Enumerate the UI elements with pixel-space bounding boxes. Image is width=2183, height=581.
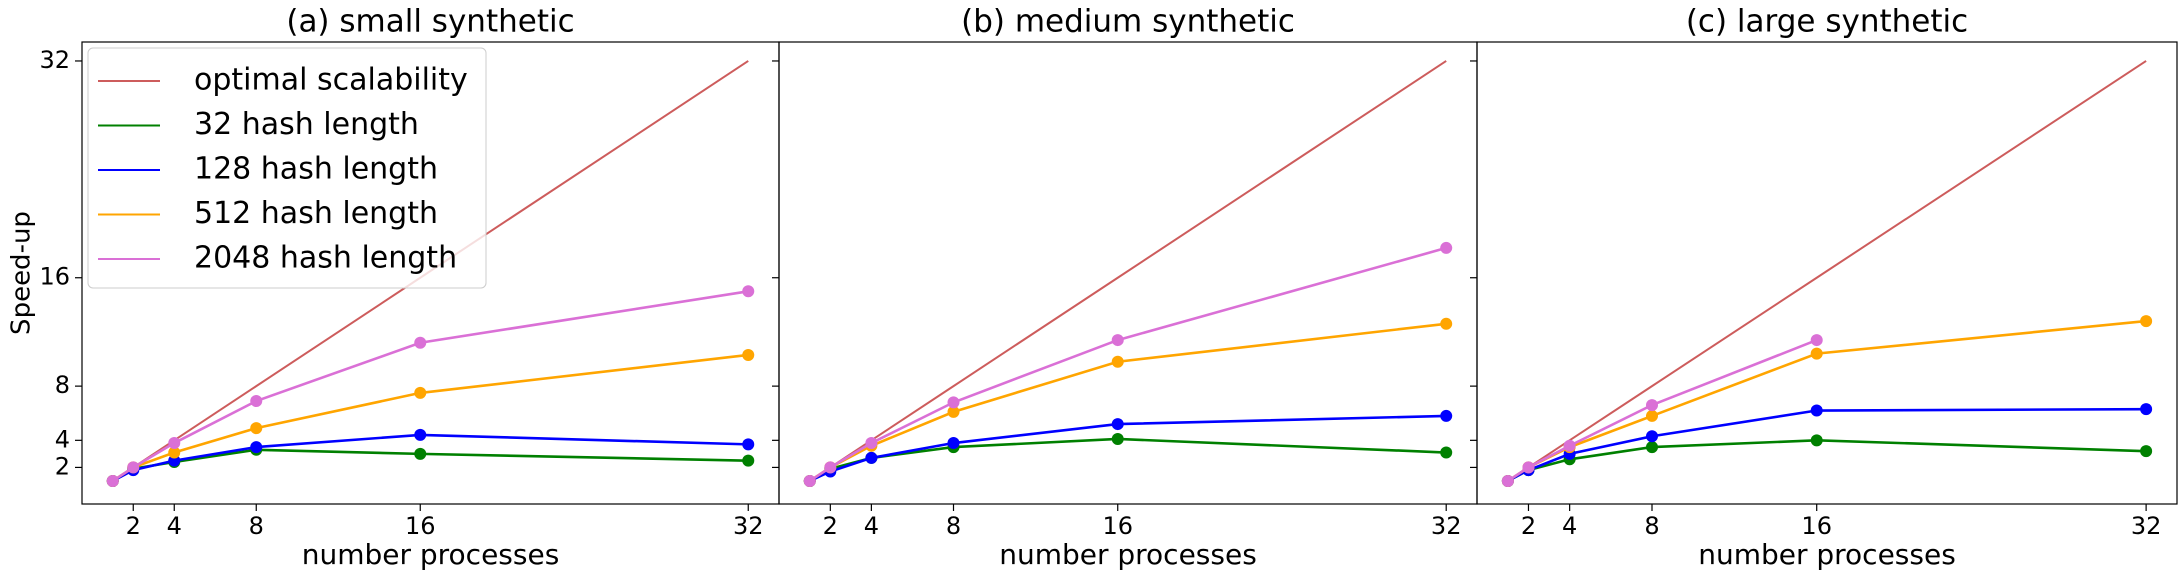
point [1111,432,1124,445]
point [1810,404,1823,417]
series-line [1507,60,2147,482]
point [742,348,755,361]
point [414,447,427,460]
x-tick-label: 2 [823,512,838,540]
point [824,461,837,474]
x-tick-label: 32 [1431,512,1462,540]
series-line [1507,407,2147,483]
x-tick-label: 8 [946,512,961,540]
point [1810,334,1823,347]
series-line [809,437,1447,483]
point [1646,409,1658,422]
series-line [809,246,1447,483]
chart-title: (c) large synthetic [1686,4,1968,40]
point [168,437,181,450]
point [1646,441,1658,454]
point [865,451,878,464]
y-axis-label: Speed-up [7,211,37,335]
y-tick-label: 2 [55,452,70,480]
point [1563,439,1576,452]
point [168,446,181,459]
point [250,395,263,408]
x-tick-label: 4 [1562,512,1577,540]
point [250,441,263,454]
point [947,437,960,450]
series-line [112,290,749,483]
x-tick-label: 32 [733,512,764,540]
x-tick-label: 16 [1102,512,1133,540]
point [414,386,427,399]
point [1440,317,1453,330]
point [1501,474,1514,487]
point [1810,347,1823,360]
point [2140,445,2153,458]
chart-title: (b) medium synthetic [961,4,1295,40]
point [414,428,427,441]
point [1440,241,1453,254]
point [865,437,878,450]
point [1810,434,1823,447]
y-tick-label: 32 [39,46,70,74]
point [250,422,263,435]
point [2140,403,2153,416]
legend-label: 32 hash length [194,107,419,142]
chart-title: (a) small synthetic [286,4,574,40]
y-tick-label: 4 [55,425,70,453]
plot-frame [778,41,1478,505]
point [1440,446,1453,459]
x-tick-label: 8 [249,512,264,540]
y-tick-label: 8 [55,371,70,399]
legend-label: 2048 hash length [194,241,457,276]
point [742,285,755,298]
point [1646,430,1658,443]
x-axis-label: number processes [999,538,1257,571]
x-tick-label: 4 [167,512,182,540]
point [1111,418,1124,431]
x-tick-label: 16 [1801,512,1832,540]
point [1646,399,1658,412]
x-tick-label: 4 [864,512,879,540]
legend-label: 512 hash length [194,196,438,231]
x-axis-label: number processes [302,538,560,571]
x-axis-label: number processes [1698,538,1956,571]
y-tick-label: 16 [39,263,70,291]
x-tick-label: 16 [405,512,436,540]
point [414,336,427,349]
series-line [809,322,1447,483]
point [947,396,960,409]
point [1111,355,1124,368]
point [1111,334,1124,347]
legend: optimal scalability 32 hash length 128 has… [87,47,487,289]
point [1522,461,1535,474]
x-tick-label: 8 [1644,512,1659,540]
x-tick-label: 32 [2131,512,2162,540]
series-line [1507,319,2147,483]
point [1440,409,1453,422]
legend-box [87,47,487,289]
point [742,454,755,467]
point [803,474,816,487]
point [947,405,960,418]
legend-label: 128 hash length [194,152,438,187]
plot-frame [1476,41,2178,505]
x-tick-label: 2 [126,512,141,540]
x-tick-label: 2 [1521,512,1536,540]
point [106,474,119,487]
point [2140,315,2153,328]
point [127,461,140,474]
legend-label: optimal scalability [194,63,468,98]
point [742,438,755,451]
